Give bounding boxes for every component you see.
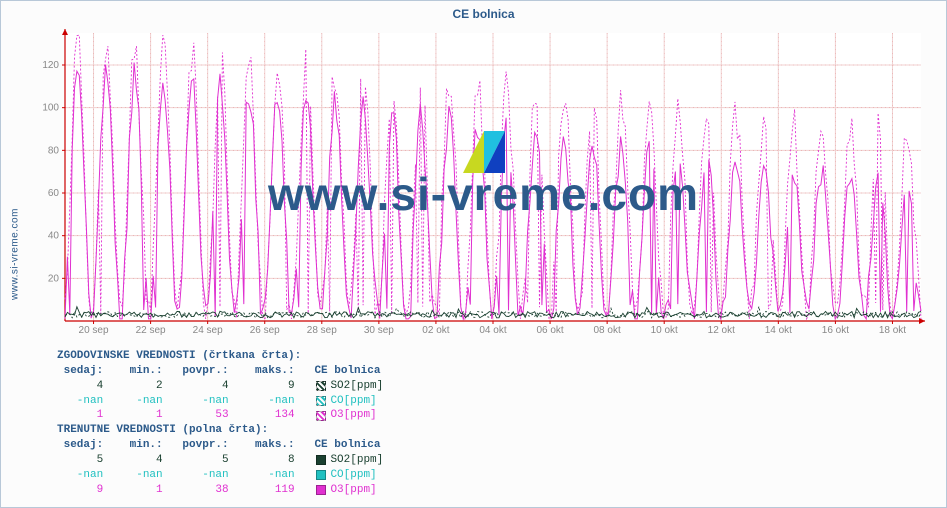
svg-text:28 sep: 28 sep bbox=[307, 325, 337, 336]
legend-table: ZGODOVINSKE VREDNOSTI (črtkana črta): se… bbox=[29, 345, 938, 497]
line-chart: 20 40 60 80 100 120 20 sep 22 sep 24 sep 26 sep 28… bbox=[29, 25, 929, 345]
svg-text:16 okt: 16 okt bbox=[822, 325, 849, 336]
chart-title: CE bolnica bbox=[29, 5, 938, 25]
site-label-vertical: www.si-vreme.com bbox=[1, 1, 29, 507]
legend-col-header: sedaj: min.: povpr.: maks.: CE bolnica bbox=[57, 438, 938, 453]
svg-text:60: 60 bbox=[48, 188, 60, 199]
svg-text:06 okt: 06 okt bbox=[536, 325, 563, 336]
legend-row: 4 2 4 9 SO2[ppm] bbox=[57, 379, 938, 394]
svg-text:12 okt: 12 okt bbox=[708, 325, 735, 336]
legend-col-header: sedaj: min.: povpr.: maks.: CE bolnica bbox=[57, 364, 938, 379]
svg-text:40: 40 bbox=[48, 231, 60, 242]
svg-text:20: 20 bbox=[48, 273, 60, 284]
legend-hist-title: ZGODOVINSKE VREDNOSTI (črtkana črta): bbox=[57, 349, 938, 364]
svg-text:100: 100 bbox=[42, 103, 59, 114]
svg-text:04 okt: 04 okt bbox=[479, 325, 506, 336]
svg-text:30 sep: 30 sep bbox=[364, 325, 394, 336]
legend-row: 9 1 38 119 O3[ppm] bbox=[57, 483, 938, 498]
svg-text:24 sep: 24 sep bbox=[193, 325, 223, 336]
legend-row: 1 1 53 134 O3[ppm] bbox=[57, 408, 938, 423]
main-panel: CE bolnica 20 40 60 80 100 120 20 sep 22 sep 24 … bbox=[29, 1, 946, 507]
legend-row: 5 4 5 8 SO2[ppm] bbox=[57, 453, 938, 468]
svg-text:120: 120 bbox=[42, 60, 59, 71]
legend-row: -nan -nan -nan -nan CO[ppm] bbox=[57, 394, 938, 409]
legend-curr-title: TRENUTNE VREDNOSTI (polna črta): bbox=[57, 423, 938, 438]
legend-row: -nan -nan -nan -nan CO[ppm] bbox=[57, 468, 938, 483]
container: www.si-vreme.com CE bolnica 20 40 60 80 100 1… bbox=[1, 1, 946, 507]
svg-text:22 sep: 22 sep bbox=[136, 325, 166, 336]
svg-text:02 okt: 02 okt bbox=[422, 325, 449, 336]
svg-text:18 okt: 18 okt bbox=[879, 325, 906, 336]
svg-text:08 okt: 08 okt bbox=[594, 325, 621, 336]
svg-text:80: 80 bbox=[48, 145, 60, 156]
svg-text:26 sep: 26 sep bbox=[250, 325, 280, 336]
svg-text:20 sep: 20 sep bbox=[79, 325, 109, 336]
svg-text:14 okt: 14 okt bbox=[765, 325, 792, 336]
svg-text:10 okt: 10 okt bbox=[651, 325, 678, 336]
chart-area: 20 40 60 80 100 120 20 sep 22 sep 24 sep 26 sep 28… bbox=[29, 25, 938, 345]
